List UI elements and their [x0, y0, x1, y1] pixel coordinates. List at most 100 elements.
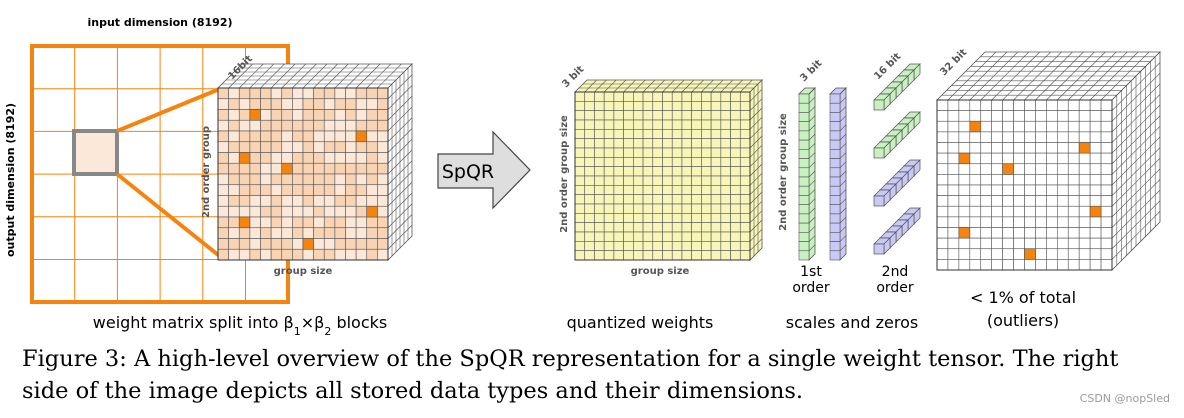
cube-cell [1078, 174, 1091, 186]
cube-cell [603, 175, 615, 186]
cube-cell [260, 87, 272, 100]
cube-cell [730, 166, 741, 177]
outlier-mark [366, 205, 378, 218]
cube-cell [969, 237, 982, 250]
cube-cell [720, 250, 731, 261]
cube-cell [249, 130, 261, 143]
cube-front-border [936, 99, 1113, 271]
cube-cell [991, 195, 1003, 207]
cube-side-line [749, 182, 763, 195]
cube-top-line [334, 63, 360, 89]
outlier-mark [1089, 205, 1102, 218]
cube-cell [377, 87, 389, 100]
cube-cell [980, 216, 992, 228]
cube-cell [730, 185, 741, 195]
cube-cell [594, 231, 605, 242]
cube-cell [1100, 248, 1113, 260]
cube-cell [633, 175, 644, 186]
cube-cell [936, 216, 949, 228]
cube-cell [270, 130, 283, 143]
cube-cell [1002, 142, 1014, 154]
cube-cell [1035, 131, 1047, 143]
cube-cell [249, 216, 261, 229]
column-side-line [808, 226, 816, 233]
cube-cell [969, 152, 982, 165]
cube-cell [691, 241, 702, 251]
cube-cell [991, 184, 1003, 196]
cube-cell [739, 194, 751, 205]
cube-top-line [584, 79, 597, 93]
cube-cell [260, 109, 272, 121]
cube-cell [249, 162, 261, 175]
cube-cell [642, 241, 654, 251]
cube-cell [633, 91, 644, 102]
cube-cell [958, 163, 971, 175]
cube-cell [947, 110, 960, 122]
cube-cell [603, 91, 615, 102]
cube-cell [991, 216, 1003, 228]
cube-cell [691, 175, 702, 186]
cube-cell [739, 119, 751, 130]
cube-cell [1100, 142, 1113, 154]
cube-cell [613, 138, 624, 149]
cube-cell [642, 119, 654, 130]
cube-cell [1024, 195, 1036, 207]
cube-side-line [1111, 62, 1161, 111]
cube-cell [574, 194, 586, 205]
cube-cell [292, 109, 304, 121]
cube-cell [1013, 99, 1025, 111]
cube-cell [613, 241, 624, 251]
column-cell [829, 222, 841, 233]
outlier-mark [355, 130, 368, 143]
cube-cell [1013, 259, 1025, 271]
cube-cell [681, 241, 692, 251]
cube-cell [739, 241, 751, 251]
cube-cell [710, 231, 722, 242]
cube-side-line [387, 74, 413, 99]
cube-cell [642, 91, 654, 102]
cube-cell [334, 162, 346, 175]
cube-cell [969, 163, 982, 175]
cube-cell [574, 250, 586, 261]
cube-cell [334, 130, 346, 143]
cube-cell [217, 141, 229, 153]
cube-cell [1002, 205, 1014, 218]
cube-cell [720, 157, 731, 167]
cube-cell [228, 141, 240, 153]
cube-cell [662, 157, 673, 167]
cube-cell [1002, 237, 1014, 250]
cube-cell [1035, 152, 1047, 165]
cube-cell [584, 185, 595, 195]
group-size-label: group size [274, 266, 333, 277]
cube-cell [991, 227, 1003, 239]
cube-cell [1057, 195, 1069, 207]
cube-cell [313, 184, 325, 196]
cube-cell [691, 101, 702, 111]
cube-cell [710, 194, 722, 205]
cube-side-line [387, 225, 413, 250]
cube-side-line [1111, 136, 1161, 186]
cube-cell [691, 138, 702, 149]
cube-cell [936, 184, 949, 196]
cube-top-line [1046, 51, 1095, 101]
column-cell [829, 93, 841, 104]
cube-cell [633, 166, 644, 177]
spqr-label: SpQR [442, 161, 494, 183]
cube-cell [681, 119, 692, 130]
outliers-cube [936, 51, 1161, 271]
cube-cell [730, 138, 741, 149]
column-side-line [839, 161, 847, 168]
cube-cell [613, 101, 624, 111]
cube-cell [1078, 259, 1091, 271]
cube-cell [991, 205, 1003, 218]
cube-cell [1057, 110, 1069, 122]
cube-cell [1035, 227, 1047, 239]
cube-cell [1089, 120, 1102, 133]
cube-cell [574, 91, 586, 102]
cube-cell [947, 195, 960, 207]
cube-cell [691, 213, 702, 223]
cube-cell [249, 87, 261, 100]
cube-side-line [1111, 147, 1161, 196]
cube-cell [270, 98, 283, 110]
cube-cell [366, 195, 378, 207]
